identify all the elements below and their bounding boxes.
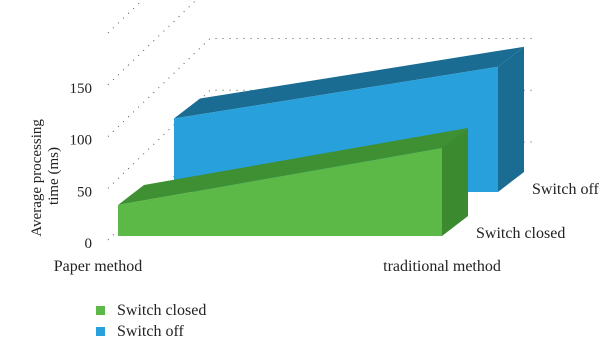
gridline <box>107 0 144 34</box>
x-category-label: Paper method <box>54 258 142 275</box>
y-tick-label: 50 <box>77 184 92 200</box>
y-tick-label: 150 <box>70 81 93 97</box>
x-category-label: traditional method <box>383 258 501 275</box>
area-top-face <box>118 128 468 205</box>
y-axis-ticks: 0 50 100 150 <box>70 81 93 252</box>
series-label: Switch off <box>532 181 599 198</box>
series-label: Switch closed <box>476 225 565 242</box>
y-axis-label-line-1: Average processing <box>29 119 45 237</box>
plot-area: Switch off Switch closed <box>118 46 599 242</box>
area-side-face <box>498 46 524 192</box>
chart: Switch off Switch closed 0 50 100 150 Paper … <box>29 0 599 275</box>
y-tick-label: 0 <box>85 236 93 252</box>
area-side-face <box>442 128 468 236</box>
legend: Switch closed Switch off <box>96 300 206 342</box>
y-axis-label: Average processing time (ms) <box>29 115 62 236</box>
area-top-face <box>174 46 524 119</box>
y-axis-label-line-2: time (ms) <box>46 147 62 205</box>
legend-item-switch-closed: Switch closed <box>96 300 206 321</box>
legend-swatch-switch-closed <box>96 306 105 315</box>
y-tick-label: 100 <box>70 133 93 149</box>
legend-swatch-switch-off <box>96 327 105 336</box>
legend-item-switch-off: Switch off <box>96 321 206 342</box>
legend-label-switch-off: Switch off <box>117 322 184 340</box>
area-front-face <box>118 148 442 236</box>
legend-label-switch-closed: Switch closed <box>117 301 207 319</box>
x-axis-categories: Paper method traditional method <box>54 258 501 275</box>
